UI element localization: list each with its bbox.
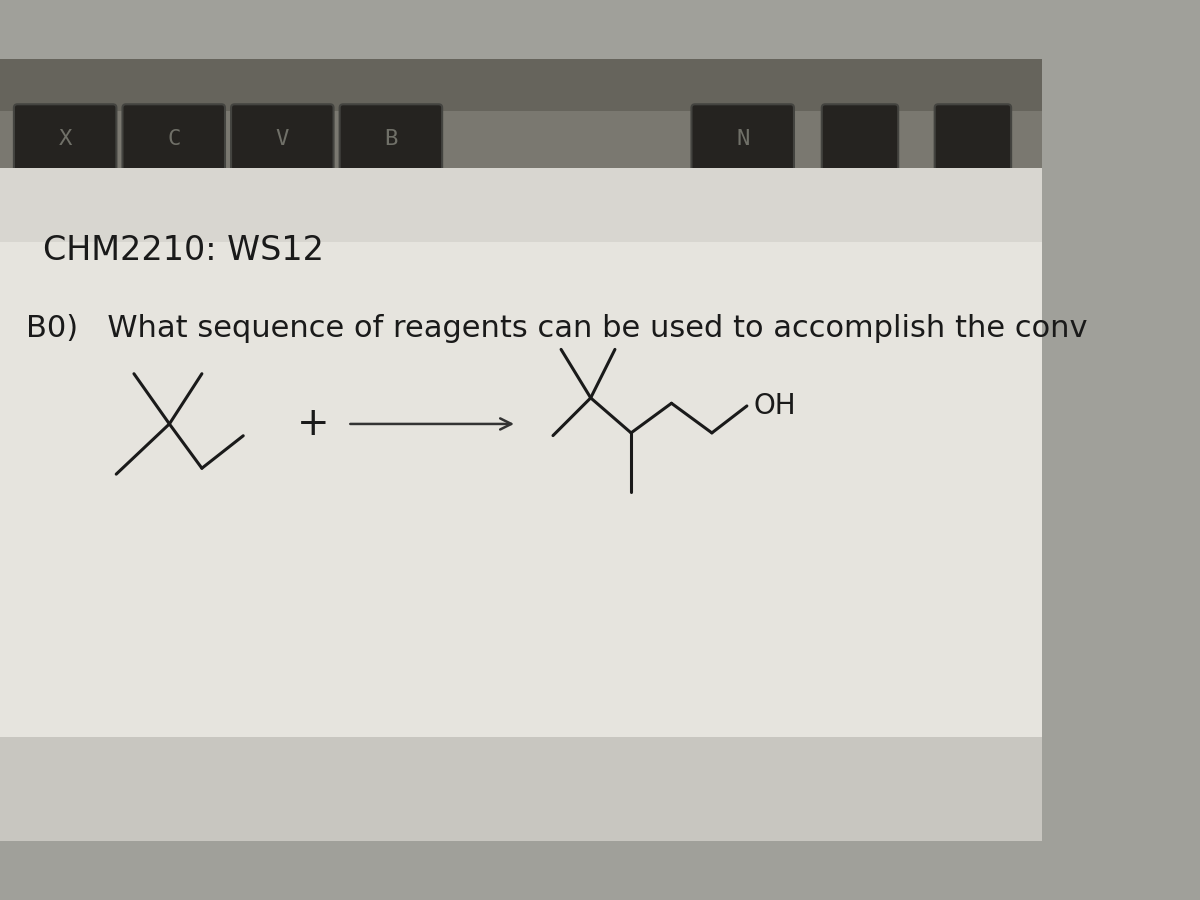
Bar [0, 167, 1043, 241]
Text: OH: OH [754, 392, 797, 420]
Text: X: X [59, 129, 72, 149]
Bar [0, 181, 1043, 754]
Text: N: N [736, 129, 749, 149]
FancyBboxPatch shape [691, 104, 794, 174]
Text: C: C [167, 129, 180, 149]
FancyBboxPatch shape [232, 104, 334, 174]
Text: CHM2210: WS12: CHM2210: WS12 [43, 234, 324, 266]
Text: B: B [384, 129, 397, 149]
Bar [0, 737, 1043, 841]
Bar [0, 59, 1043, 181]
FancyBboxPatch shape [122, 104, 224, 174]
Text: B0)   What sequence of reagents can be used to accomplish the conv: B0) What sequence of reagents can be use… [26, 314, 1087, 343]
Text: V: V [276, 129, 289, 149]
Bar [0, 59, 1043, 112]
FancyBboxPatch shape [935, 104, 1012, 174]
Text: +: + [296, 405, 329, 443]
Bar [0, 167, 1043, 841]
FancyBboxPatch shape [822, 104, 899, 174]
FancyBboxPatch shape [14, 104, 116, 174]
FancyBboxPatch shape [340, 104, 442, 174]
